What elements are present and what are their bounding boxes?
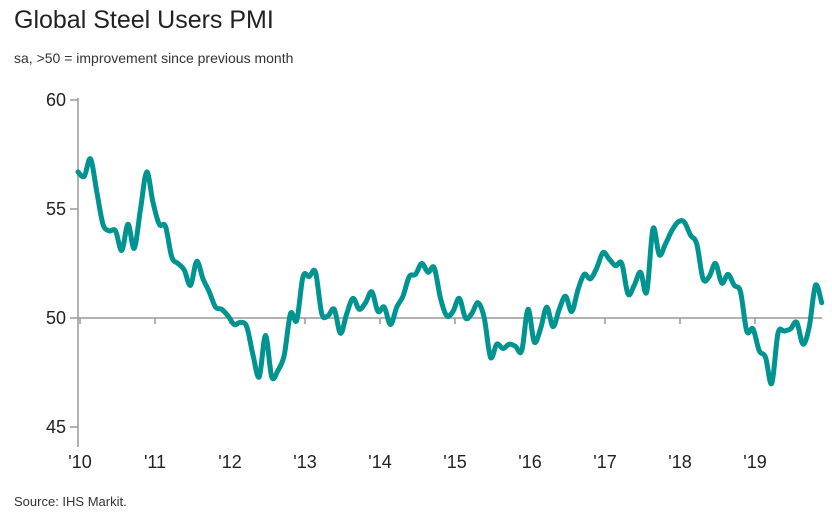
- x-tick-label: '15: [443, 452, 466, 472]
- x-tick-label: '12: [218, 452, 241, 472]
- x-tick-label: '16: [518, 452, 541, 472]
- y-tick-label: 60: [46, 90, 66, 110]
- x-tick-label: '14: [368, 452, 391, 472]
- series-line-steel-users-pmi: [75, 156, 825, 387]
- x-tick-label: '10: [68, 452, 91, 472]
- x-tick-label: '13: [293, 452, 316, 472]
- y-tick-label: 55: [46, 199, 66, 219]
- chart-subtitle: sa, >50 = improvement since previous mon…: [14, 50, 294, 66]
- y-tick-label: 45: [46, 417, 66, 437]
- chart-title: Global Steel Users PMI: [14, 6, 274, 34]
- y-tick-label: 50: [46, 308, 66, 328]
- x-tick-label: '18: [668, 452, 691, 472]
- x-tick-label: '17: [593, 452, 616, 472]
- x-tick-label: '11: [144, 452, 166, 472]
- chart-source: Source: IHS Markit.: [14, 494, 127, 509]
- x-tick-label: '19: [743, 452, 766, 472]
